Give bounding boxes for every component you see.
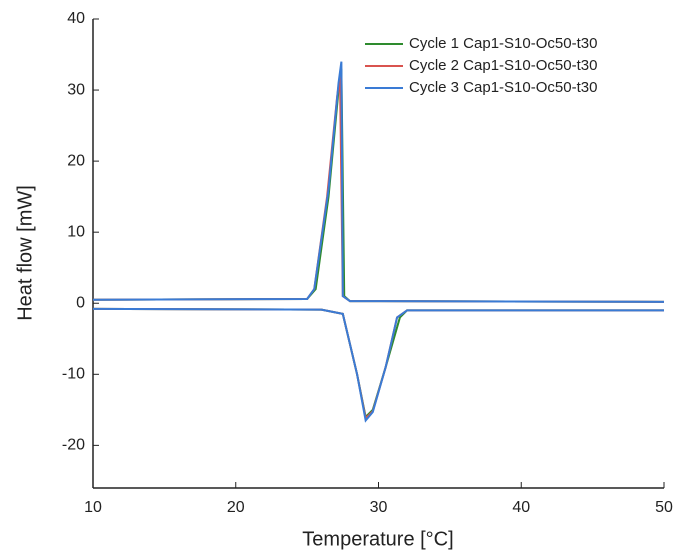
- series-line: [92, 75, 665, 421]
- y-axis-label: Heat flow [mW]: [14, 185, 36, 321]
- x-tick-label: 10: [84, 499, 102, 516]
- x-tick-label: 20: [227, 499, 245, 516]
- y-tick-label: 30: [67, 81, 85, 98]
- y-tick-label: 0: [76, 294, 85, 311]
- series-line: [92, 68, 665, 419]
- legend-label: Cycle 1 Cap1-S10-Oc50-t30: [409, 35, 597, 52]
- y-tick-label: 40: [67, 10, 85, 27]
- x-axis-label: Temperature [°C]: [302, 528, 453, 550]
- x-tick-label: 40: [512, 499, 530, 516]
- legend-label: Cycle 2 Cap1-S10-Oc50-t30: [409, 57, 597, 74]
- x-tick-label: 30: [370, 499, 388, 516]
- y-tick-label: 10: [67, 223, 85, 240]
- y-tick-label: -20: [62, 437, 85, 454]
- series-line: [92, 61, 665, 423]
- y-tick-label: 20: [67, 152, 85, 169]
- x-tick-label: 50: [655, 499, 673, 516]
- y-tick-label: -10: [62, 366, 85, 383]
- legend-label: Cycle 3 Cap1-S10-Oc50-t30: [409, 79, 597, 96]
